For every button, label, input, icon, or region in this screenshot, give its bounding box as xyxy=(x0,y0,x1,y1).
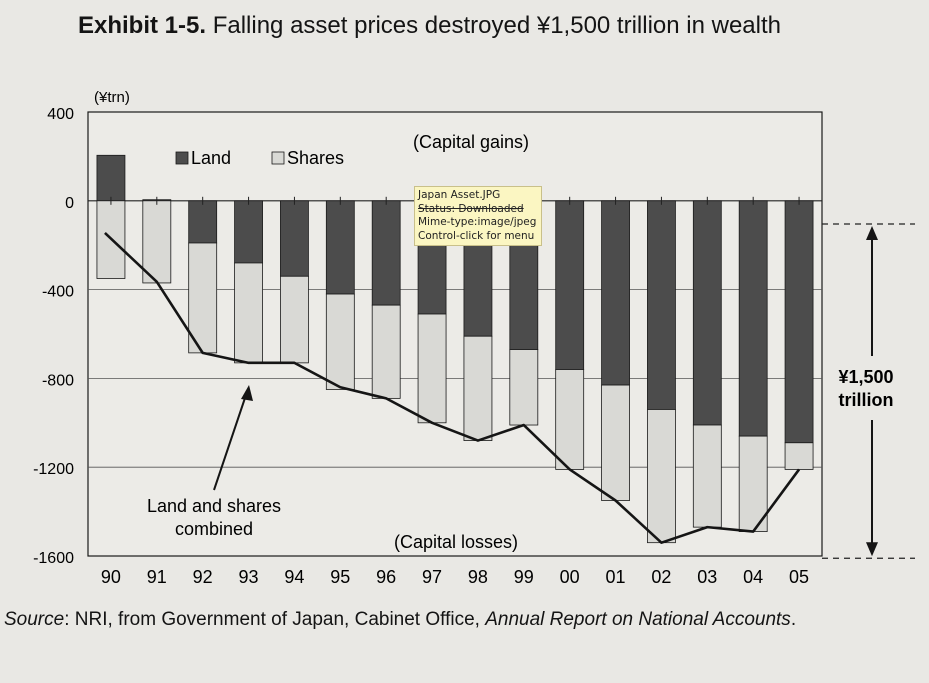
total-loss-line1: ¥1,500 xyxy=(838,367,893,387)
bar-shares xyxy=(188,242,218,354)
y-tick-label: 400 xyxy=(47,106,74,123)
y-tick-label: -1200 xyxy=(33,461,74,478)
tooltip-filename: Japan Asset.JPG xyxy=(418,189,501,201)
source-end: . xyxy=(790,609,797,630)
exhibit-title-text: Falling asset prices destroyed ¥1,500 tr… xyxy=(212,12,782,39)
y-tick-label: 0 xyxy=(65,195,74,212)
bar-shares xyxy=(601,384,630,501)
bar-shares xyxy=(417,313,447,424)
x-tick-label: 99 xyxy=(514,567,534,587)
bar-land xyxy=(188,200,218,244)
source-publication: Annual Report on National Accounts xyxy=(485,609,791,630)
x-tick-label: 00 xyxy=(560,567,580,587)
span-arrowhead-up xyxy=(866,226,878,240)
capital-gains-label: (Capital gains) xyxy=(413,132,529,152)
x-tick-label: 91 xyxy=(147,567,167,587)
x-tick-label: 94 xyxy=(284,567,304,587)
combined-label-line1: Land and shares xyxy=(147,496,281,516)
bar-shares xyxy=(738,435,768,532)
source-text: : NRI, from Government of Japan, Cabinet… xyxy=(64,609,486,630)
x-tick-label: 01 xyxy=(606,567,626,587)
capital-losses-label: (Capital losses) xyxy=(394,532,518,552)
x-tick-label: 98 xyxy=(468,567,488,587)
bar-shares xyxy=(142,200,172,284)
bar-land xyxy=(234,200,263,264)
file-tooltip: Japan Asset.JPG Status: Downloaded Mime-… xyxy=(414,186,542,246)
bar-land xyxy=(692,200,722,426)
x-tick-label: 92 xyxy=(193,567,213,587)
bar-land xyxy=(325,200,355,295)
exhibit-number: Exhibit 1-5. xyxy=(78,12,207,39)
bar-shares xyxy=(509,349,539,426)
bar-land xyxy=(96,154,126,202)
tooltip-mime-type: Mime-type:image/jpeg xyxy=(418,216,537,228)
x-tick-label: 05 xyxy=(789,567,809,587)
source-label: Source xyxy=(4,609,65,630)
bar-shares xyxy=(784,442,814,470)
bar-shares xyxy=(371,304,401,399)
exhibit-title: Exhibit 1-5. Falling asset prices destro… xyxy=(78,12,781,40)
legend-shares-label: Shares xyxy=(287,148,344,168)
bar-land xyxy=(647,200,676,410)
bar-shares xyxy=(463,335,493,441)
y-tick-label: -1600 xyxy=(33,550,74,567)
combined-label-line2: combined xyxy=(175,519,253,539)
bar-shares xyxy=(647,409,676,544)
legend-land-label: Land xyxy=(191,148,231,168)
bar-land xyxy=(555,200,585,370)
bar-land xyxy=(784,200,814,444)
bar-land xyxy=(601,200,630,386)
bar-shares xyxy=(555,369,585,470)
y-tick-label: -400 xyxy=(42,284,74,301)
x-tick-label: 95 xyxy=(330,567,350,587)
bar-land xyxy=(738,200,768,437)
legend-shares-swatch xyxy=(271,151,285,165)
bar-shares xyxy=(325,293,355,390)
x-tick-label: 02 xyxy=(651,567,671,587)
x-tick-label: 93 xyxy=(239,567,259,587)
x-tick-label: 96 xyxy=(376,567,396,587)
x-tick-label: 90 xyxy=(101,567,121,587)
combined-arrow xyxy=(213,394,247,491)
combined-line xyxy=(104,232,801,544)
bar-shares xyxy=(234,262,263,364)
y-tick-label: -800 xyxy=(42,372,74,389)
bar-shares xyxy=(280,275,309,364)
bar-land xyxy=(371,200,401,306)
combined-arrowhead xyxy=(241,385,253,401)
x-tick-label: 97 xyxy=(422,567,442,587)
bar-land xyxy=(280,200,309,277)
x-tick-label: 03 xyxy=(697,567,717,587)
x-tick-label: 04 xyxy=(743,567,763,587)
legend-land-swatch xyxy=(175,151,189,165)
y-axis-unit: (¥trn) xyxy=(94,89,130,106)
source-note: Source: NRI, from Government of Japan, C… xyxy=(4,608,914,631)
bar-shares xyxy=(692,424,722,528)
total-loss-line2: trillion xyxy=(839,390,894,410)
tooltip-status: Status: Downloaded xyxy=(418,202,524,215)
tooltip-hint: Control-click for menu xyxy=(418,229,535,242)
span-arrowhead-down xyxy=(866,542,878,557)
